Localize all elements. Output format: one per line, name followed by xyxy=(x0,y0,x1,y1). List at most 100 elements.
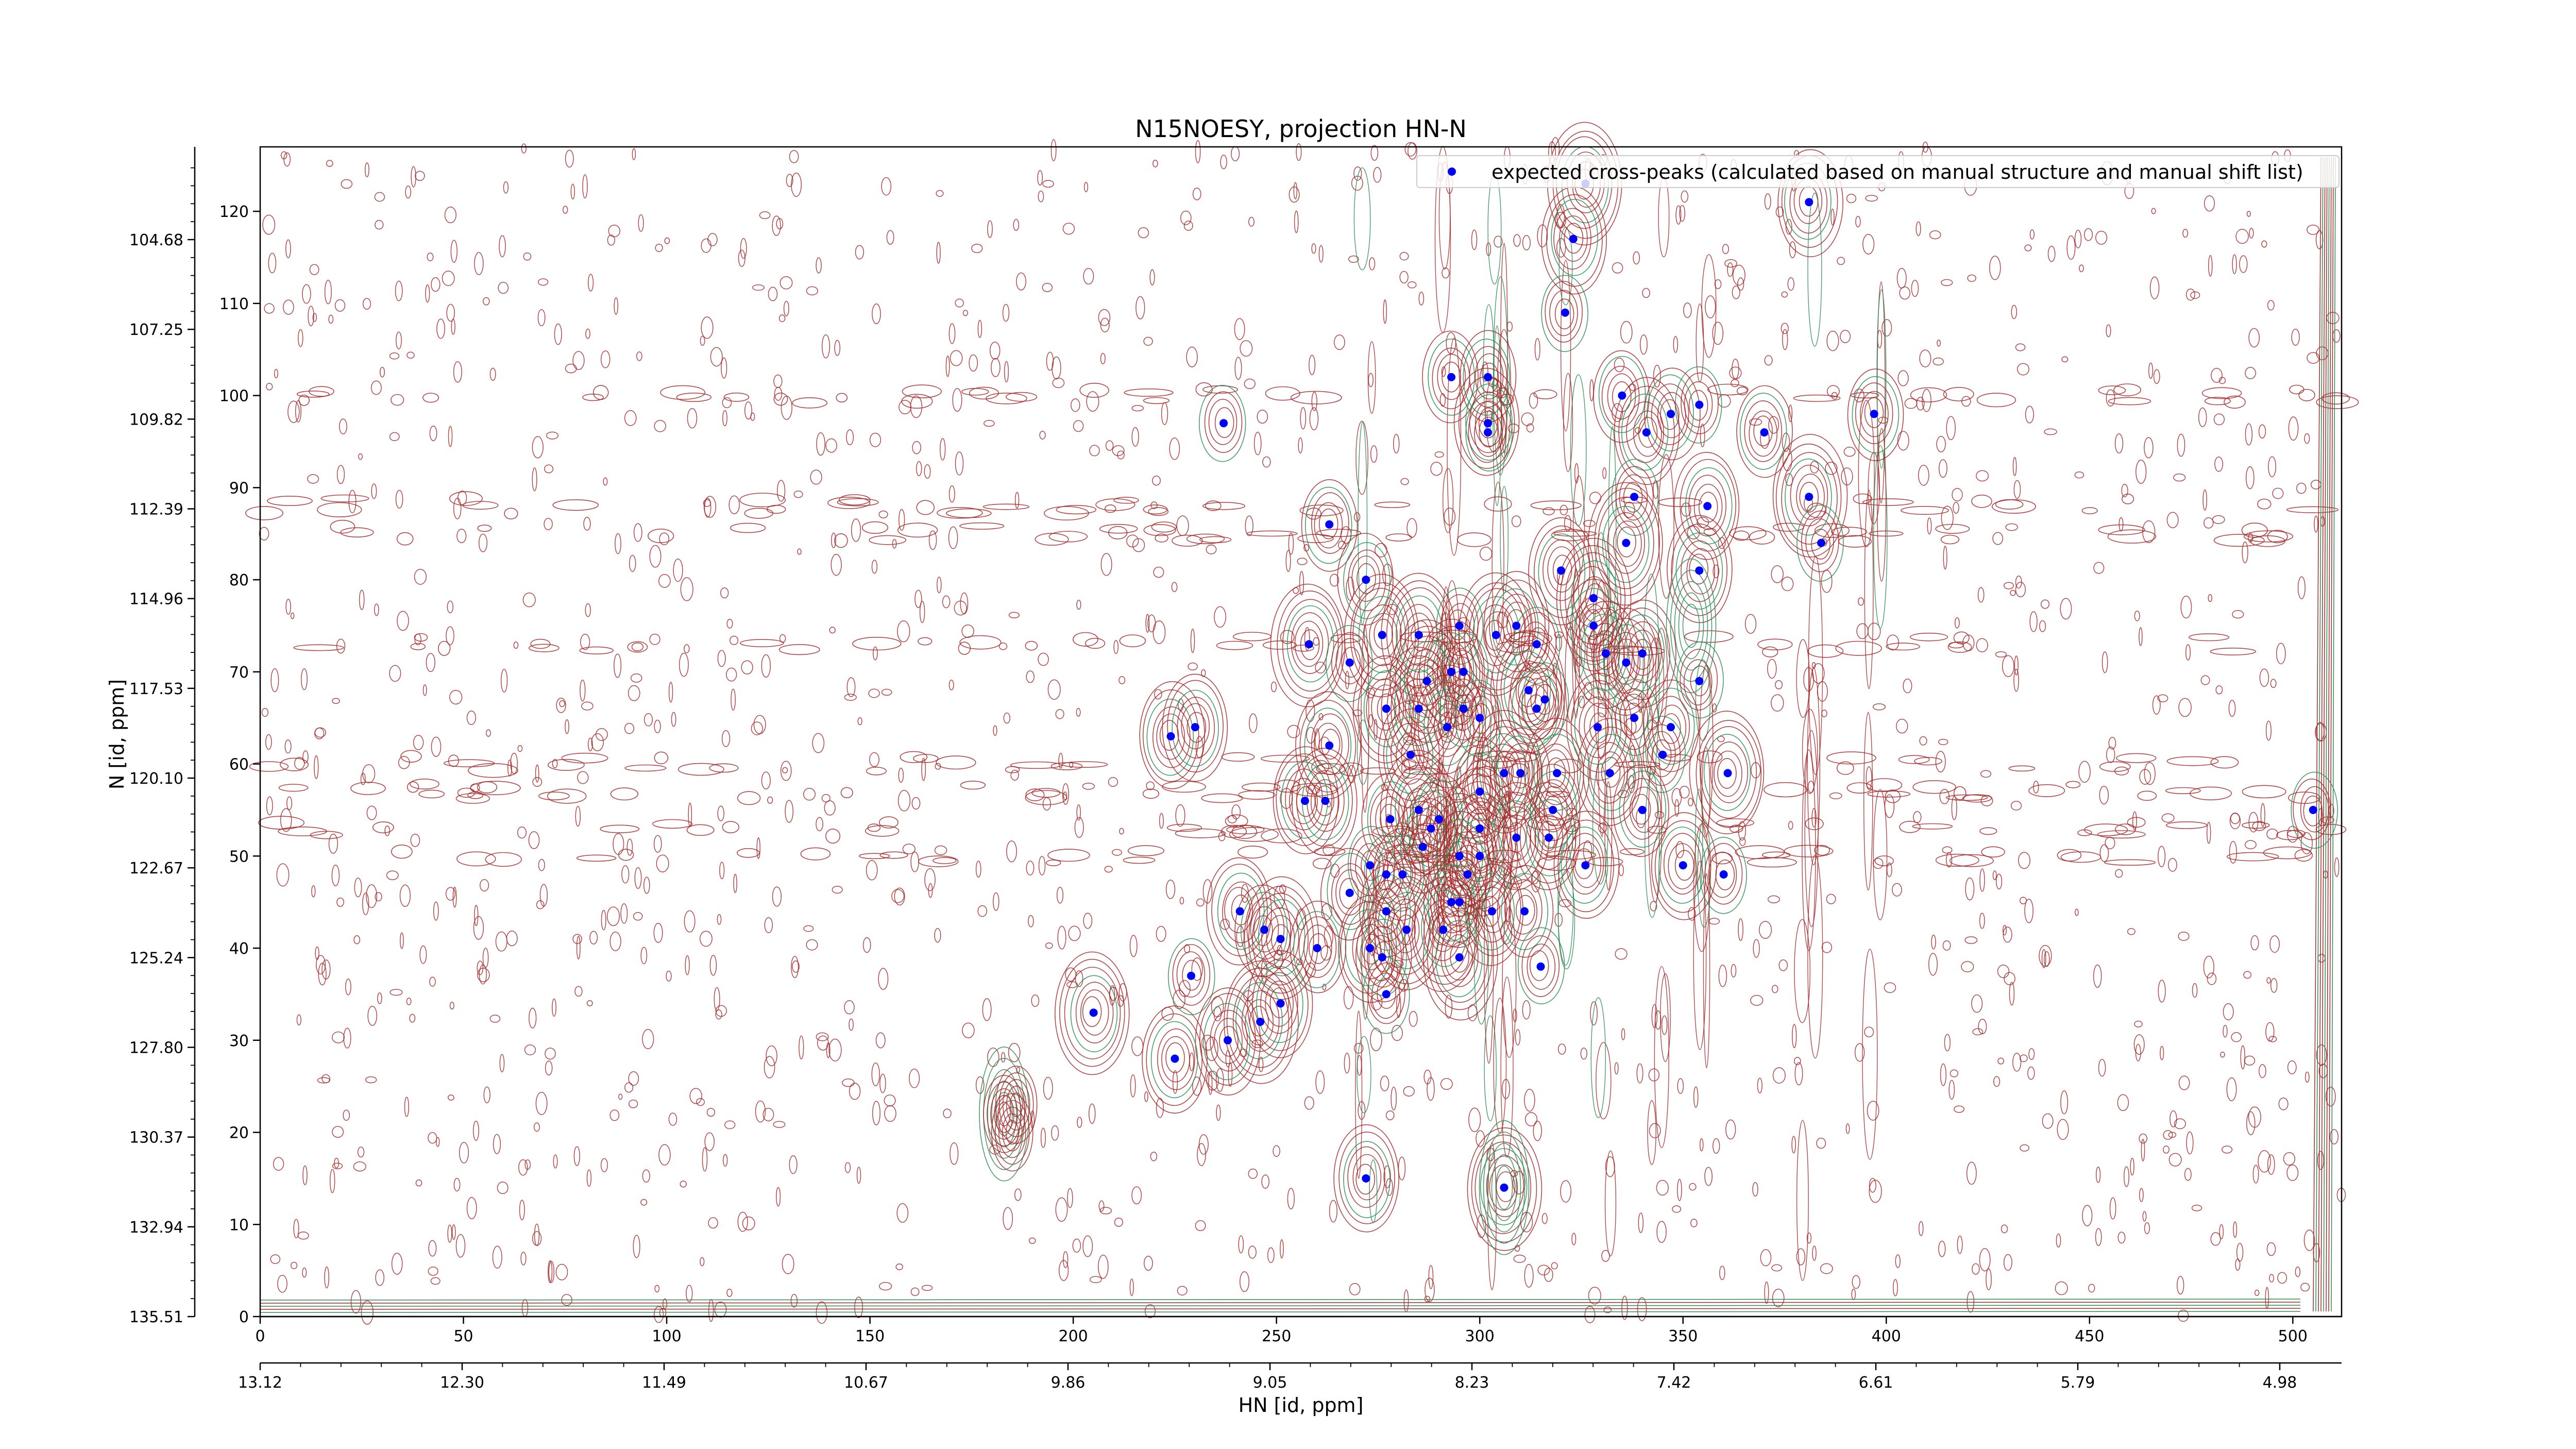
peak-contour xyxy=(1516,895,1535,926)
peak-contour xyxy=(1598,356,1646,433)
noise-contour xyxy=(1333,334,1345,350)
peak-contour xyxy=(1172,944,1211,1006)
noise-contour xyxy=(1296,143,1302,161)
noise-contour xyxy=(1979,1248,1991,1272)
peak-contour xyxy=(1690,665,1710,697)
band-contour xyxy=(1274,779,1301,793)
peak-contour xyxy=(1503,650,1551,728)
peak-contour xyxy=(1356,924,1385,970)
cross-peak-marker xyxy=(1512,833,1521,842)
noise-contour xyxy=(977,319,982,338)
noise-contour xyxy=(1171,582,1178,592)
noise-contour xyxy=(1919,736,1927,746)
noise-contour xyxy=(1976,638,1988,652)
noise-contour xyxy=(952,388,962,412)
peak-contour xyxy=(1630,786,1658,833)
cross-peak-marker xyxy=(1382,704,1391,713)
noise-contour xyxy=(270,668,279,693)
noise-contour xyxy=(2139,627,2143,646)
peak-contour xyxy=(1526,799,1573,877)
band-contour xyxy=(1505,751,1539,762)
series-markers xyxy=(1089,179,2317,1192)
noise-contour xyxy=(553,1154,558,1169)
noise-contour xyxy=(1918,464,1929,486)
band-contour xyxy=(298,394,310,406)
peak-contour xyxy=(1607,632,1645,694)
noise-contour xyxy=(2005,523,2018,531)
noise-contour xyxy=(1251,1039,1263,1048)
peak-contour xyxy=(1320,729,1341,760)
noise-contour xyxy=(301,668,308,690)
peak-contour xyxy=(1708,851,1737,898)
noise-contour xyxy=(768,287,778,301)
peak-contour xyxy=(2300,786,2329,833)
noise-contour xyxy=(1117,450,1125,460)
noise-contour xyxy=(495,931,507,952)
noise-contour xyxy=(1791,1136,1796,1154)
noise-contour xyxy=(389,432,400,441)
band-contour xyxy=(2213,534,2265,547)
peak-contour xyxy=(1294,620,1324,667)
noise-contour xyxy=(1788,821,1793,830)
band-contour xyxy=(1976,393,2016,408)
cross-peak-marker xyxy=(1089,1008,1098,1017)
band-contour xyxy=(1242,782,1281,792)
y-tick-label: 60 xyxy=(229,756,249,774)
noise-contour xyxy=(587,737,593,751)
peak-contour xyxy=(2303,795,2323,827)
noise-contour xyxy=(886,230,894,245)
peak-contour xyxy=(1464,768,1493,815)
noise-contour xyxy=(776,1187,781,1207)
band-contour xyxy=(1062,761,1108,768)
noise-contour xyxy=(565,719,569,734)
noise-contour xyxy=(2013,480,2021,499)
band-contour xyxy=(372,821,394,834)
negative-contour xyxy=(1487,1143,1521,1233)
peak-contour xyxy=(1002,1113,1023,1152)
noise-contour xyxy=(575,805,581,827)
noise-contour xyxy=(544,464,554,474)
noise-contour xyxy=(2152,695,2161,715)
noise-contour xyxy=(1534,338,1540,361)
noise-contour xyxy=(1580,1047,1587,1060)
noise-contour xyxy=(345,979,351,996)
cross-peak-marker xyxy=(1667,410,1675,418)
noise-contour xyxy=(912,441,922,454)
noise-contour xyxy=(898,767,904,783)
noise-contour xyxy=(1938,738,1948,745)
noise-contour xyxy=(506,930,518,947)
noise-contour xyxy=(618,1093,623,1100)
band-contour xyxy=(736,848,760,858)
noise-contour xyxy=(1872,703,1886,711)
streak-contour xyxy=(1655,628,1668,724)
noise-contour xyxy=(2024,898,2033,923)
negative-contour xyxy=(1666,558,1717,694)
noise-contour xyxy=(2190,291,2200,299)
peak-contour xyxy=(1796,474,1825,520)
noise-contour xyxy=(928,530,937,550)
peak-contour xyxy=(1436,587,1484,665)
noise-contour xyxy=(910,1287,920,1296)
peak-contour xyxy=(1440,925,1479,987)
noise-contour xyxy=(1944,1034,1951,1052)
band-contour xyxy=(1079,382,1109,398)
noise-contour xyxy=(332,698,340,704)
noise-contour xyxy=(1789,241,1796,259)
peak-contour xyxy=(1799,482,1819,513)
peak-contour xyxy=(1543,539,1581,601)
streak-contour xyxy=(1647,1100,1656,1165)
noise-contour xyxy=(302,1267,307,1278)
noise-contour xyxy=(1014,492,1020,509)
band-contour xyxy=(467,791,484,799)
peak-contour xyxy=(1335,638,1365,684)
noise-contour xyxy=(653,922,663,943)
noise-contour xyxy=(1996,873,2003,890)
band-contour xyxy=(1124,388,1174,397)
noise-contour xyxy=(2250,935,2259,951)
y2-tick-label: 112.39 xyxy=(129,501,183,519)
noise-contour xyxy=(1977,587,1985,603)
noise-contour xyxy=(521,143,527,154)
noise-contour xyxy=(1149,269,1155,285)
peak-contour xyxy=(1566,833,1604,895)
